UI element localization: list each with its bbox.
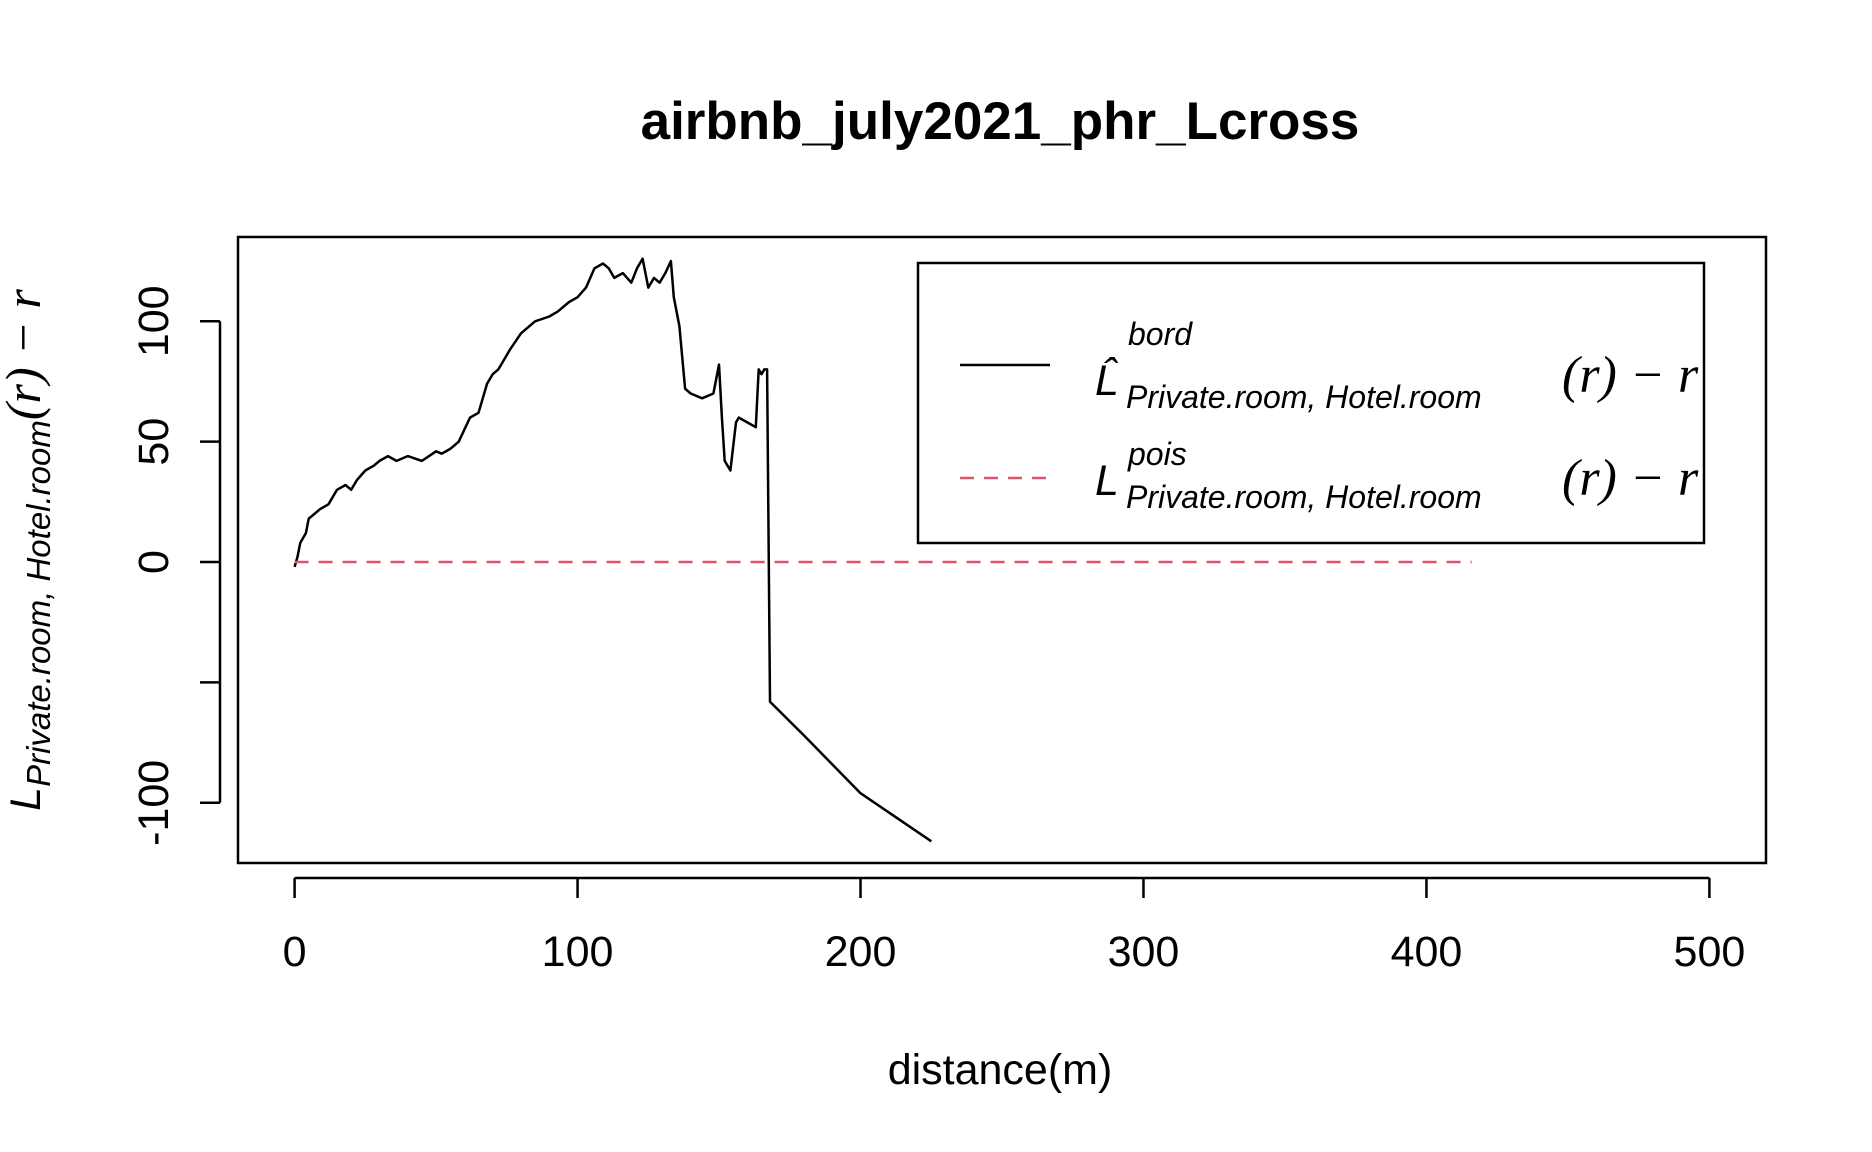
x-tick-label: 0 [283,928,307,976]
x-axis: 0 100 200 300 400 500 [283,876,1746,976]
y-axis-label-suffix: (r) − r [0,289,51,420]
svg-text:LPrivate.room, Hotel.room(r) −: LPrivate.room, Hotel.room(r) − r [0,289,57,811]
y-axis-label-subscript: Private.room, Hotel.room [20,420,57,787]
legend-label-pois: L pois Private.room, Hotel.room (r) − r [1095,436,1699,515]
series-line-bord [293,257,933,843]
svg-text:L: L [1095,457,1119,505]
y-tick-label: 50 [130,418,178,466]
legend-box [916,261,1706,545]
y-axis-label: LPrivate.room, Hotel.room(r) − r [0,289,57,811]
x-tick-label: 300 [1108,928,1180,976]
plot-area-frame [236,235,1768,865]
y-axis: -100 0 50 100 [130,285,222,846]
legend: L̂ bord Private.room, Hotel.room (r) − r… [916,261,1706,545]
y-tick-label: 100 [130,285,178,357]
x-tick-label: 200 [825,928,897,976]
svg-text:L̂: L̂ [1095,357,1119,405]
x-tick-label: 400 [1391,928,1463,976]
x-tick-label: 100 [542,928,614,976]
y-tick-label: -100 [130,760,178,846]
legend-label-pois-sub: Private.room, Hotel.room [1126,479,1482,515]
legend-label-bord-sup: bord [1128,316,1193,352]
legend-label-pois-main: L [1095,457,1119,505]
x-tick-label: 500 [1674,928,1746,976]
legend-label-bord: L̂ bord Private.room, Hotel.room (r) − r [1095,316,1699,415]
legend-label-bord-main: L̂ [1095,357,1119,405]
legend-label-pois-suffix: (r) − r [1562,450,1699,507]
chart-title: airbnb_july2021_phr_Lcross [641,92,1360,151]
y-tick-label: 0 [130,550,178,574]
series-layer [293,257,1472,843]
legend-label-pois-sup: pois [1127,436,1187,472]
y-axis-label-main: L [2,787,50,811]
legend-label-bord-suffix: (r) − r [1562,347,1699,404]
x-axis-label: distance(m) [888,1046,1113,1094]
legend-label-bord-sub: Private.room, Hotel.room [1126,379,1482,415]
